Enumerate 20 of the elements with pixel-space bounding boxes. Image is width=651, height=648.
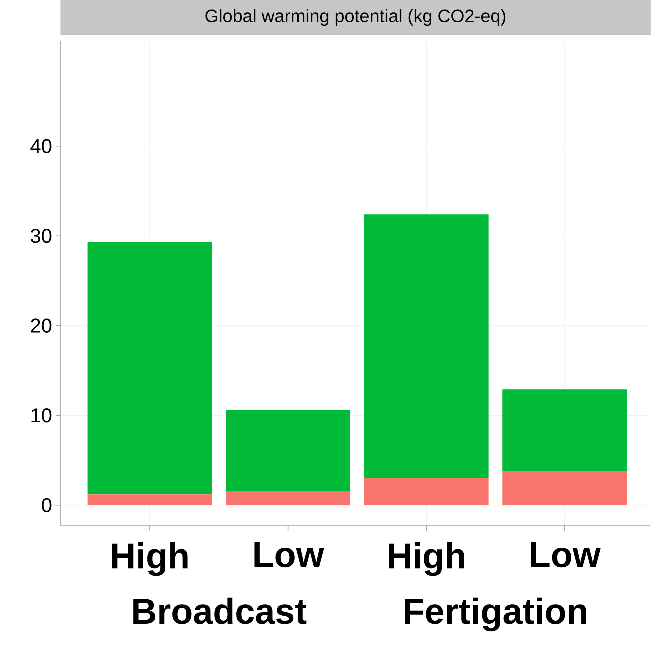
- y-tick-label: 0: [42, 498, 52, 512]
- text: Fertigation: [405, 598, 586, 632]
- y-tick-label: 30: [30, 229, 52, 244]
- bar: [88, 242, 212, 495]
- y-tick-label: 40: [30, 139, 52, 154]
- bar: [502, 471, 628, 506]
- bar: [364, 214, 489, 478]
- x-tick-label: Low: [254, 542, 324, 568]
- bar: [88, 494, 212, 506]
- x-tick-label: High: [389, 542, 464, 576]
- x-tick-label: Low: [531, 542, 601, 568]
- y-tick-label: 10: [32, 408, 52, 423]
- chart-title: Global warming potential (kg CO2-eq): [206, 9, 506, 26]
- x-tick-label: High: [112, 542, 188, 576]
- bar: [226, 492, 351, 506]
- bar: [364, 478, 489, 506]
- bar: [226, 410, 351, 492]
- y-tick-label: 20: [31, 318, 52, 333]
- bar: [502, 390, 628, 472]
- text: Broadcast: [134, 598, 307, 624]
